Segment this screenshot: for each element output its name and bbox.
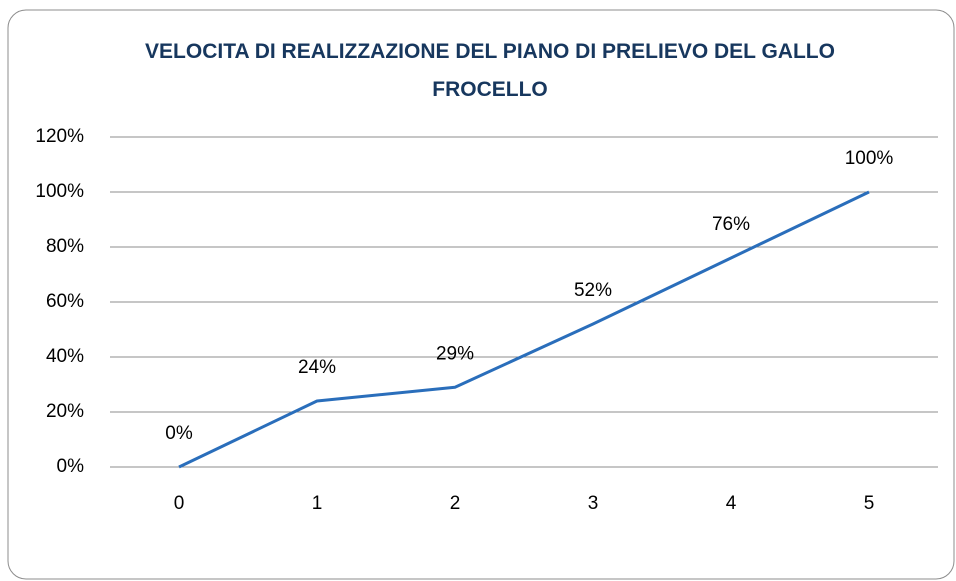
y-tick-label: 0% [57, 456, 85, 477]
x-tick-label: 1 [312, 493, 323, 514]
y-tick-label: 20% [46, 401, 84, 422]
x-tick-label: 5 [864, 493, 875, 514]
data-label: 0% [165, 423, 193, 444]
y-tick-label: 100% [35, 181, 84, 202]
y-tick-label: 60% [46, 291, 84, 312]
y-tick-label: 40% [46, 346, 84, 367]
data-line [178, 190, 870, 469]
data-label: 29% [436, 343, 474, 364]
data-label: 24% [298, 357, 336, 378]
chart-title: VELOCITA DI REALIZZAZIONE DEL PIANO DI P… [145, 40, 835, 101]
data-label: 52% [574, 280, 612, 301]
x-tick-label: 0 [174, 493, 185, 514]
y-tick-label: 80% [46, 236, 84, 257]
x-tick-label: 2 [450, 493, 461, 514]
data-label: 100% [845, 148, 894, 169]
x-tick-label: 4 [726, 493, 737, 514]
data-label: 76% [712, 214, 750, 235]
x-tick-label: 3 [588, 493, 599, 514]
y-tick-label: 120% [35, 126, 84, 147]
